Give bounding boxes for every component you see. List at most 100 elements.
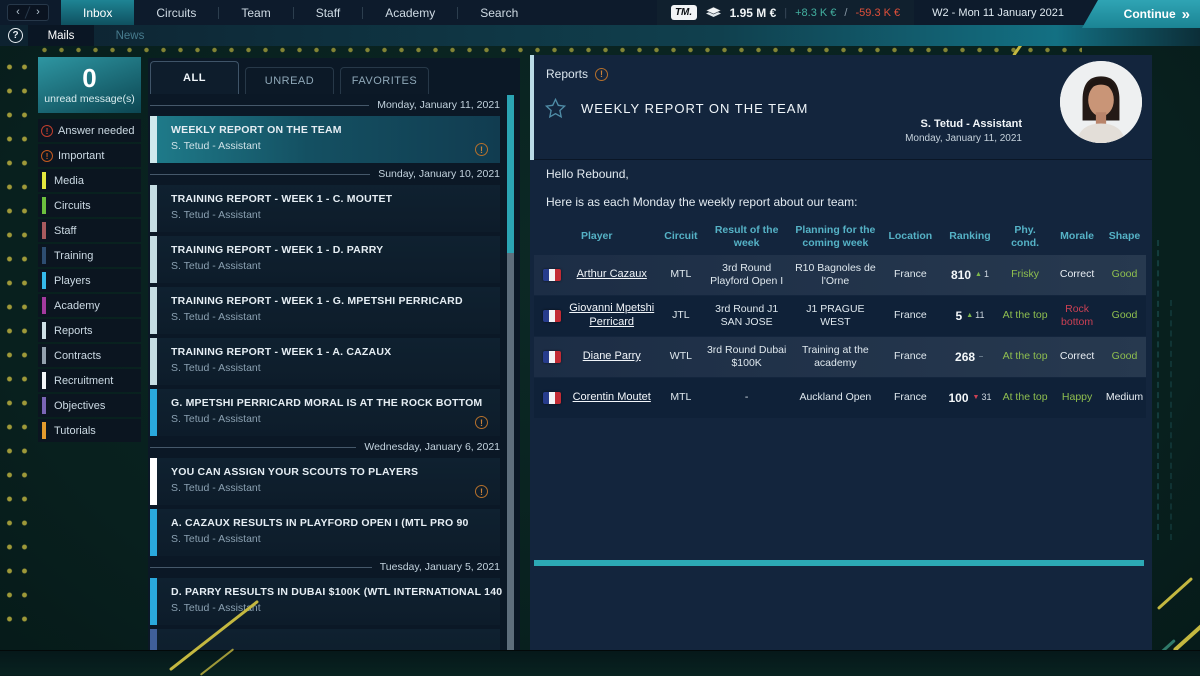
category-color-bar [42, 372, 46, 389]
report-author-block: S. Tetud - Assistant Monday, January 11,… [905, 118, 1022, 144]
report-date: Monday, January 11, 2021 [905, 133, 1022, 144]
sidebar-item-reports[interactable]: Reports [38, 319, 141, 342]
category-color-bar [42, 347, 46, 364]
tab-favorites[interactable]: FAVORITES [340, 67, 429, 94]
finance-separator: | [784, 6, 788, 19]
top-bar: ‹ › Inbox Circuits Team Staff Academy Se… [0, 0, 1200, 25]
mail-filter-tabs: ALL UNREAD FAVORITES [148, 58, 520, 94]
sub-bar: ? Mails News [0, 25, 1200, 46]
ranking-cell: 268 – [941, 348, 999, 367]
ranking-trend-icon: ▼ [972, 393, 980, 401]
planning-cell: J1 PRAGUE WEST [806, 302, 865, 328]
mail-item[interactable]: TRAINING REPORT - WEEK 1 - G. MPETSHI PE… [150, 287, 500, 334]
report-divider-bar [534, 560, 1144, 566]
decor-diagonal [1172, 607, 1200, 653]
separator-line [150, 173, 371, 175]
sidebar-item-label: Players [54, 274, 91, 287]
phy-cond-cell: At the top [1002, 350, 1048, 363]
mail-item[interactable]: WEEKLY REPORT ON THE TEAM S. Tetud - Ass… [150, 116, 500, 163]
expense-value: -59.3 K € [855, 6, 901, 19]
sidebar-item-circuits[interactable]: Circuits [38, 194, 141, 217]
circuit-cell: JTL [672, 309, 690, 322]
mail-item[interactable]: TRAINING REPORT - WEEK 1 - A. CAZAUX S. … [150, 338, 500, 385]
player-link[interactable]: Giovanni Mpetshi Perricard [569, 302, 655, 328]
help-icon[interactable]: ? [8, 28, 23, 43]
forward-arrow-icon[interactable]: › [36, 6, 40, 18]
shape-cell: Medium [1105, 391, 1144, 404]
sidebar-item-label: Objectives [54, 399, 106, 412]
location-cell: France [894, 268, 927, 281]
scrollbar-track[interactable] [507, 153, 514, 650]
decor-diagonal [1156, 576, 1194, 611]
footer-band [0, 650, 1200, 675]
sidebar-item-label: Recruitment [54, 374, 114, 387]
player-link[interactable]: Arthur Cazaux [576, 268, 647, 281]
circuit-cell: MTL [670, 391, 692, 404]
back-arrow-icon[interactable]: ‹ [16, 6, 20, 18]
mail-item[interactable]: TRAINING REPORT - WEEK 1 - D. PARRY S. T… [150, 236, 500, 283]
separator-date: Tuesday, January 5, 2021 [379, 561, 500, 573]
tab-all[interactable]: ALL [150, 61, 239, 94]
panel-edge-bar [530, 55, 534, 160]
tab-mails[interactable]: Mails [28, 25, 94, 46]
col-header: Ranking [949, 230, 991, 243]
separator-line [150, 104, 370, 106]
ranking-trend-icon: ▲ [966, 311, 974, 319]
sidebar-item-contracts[interactable]: Contracts [38, 344, 141, 367]
mail-item[interactable]: G. MPETSHI PERRICARD MORAL IS AT THE ROC… [150, 389, 500, 436]
mail-item[interactable]: YOU CAN ASSIGN YOUR SCOUTS TO PLAYERS S.… [150, 458, 500, 505]
tm-logo: TM. [670, 5, 697, 20]
tab-unread[interactable]: UNREAD [245, 67, 334, 94]
sidebar-item-recruitment[interactable]: Recruitment [38, 369, 141, 392]
player-link[interactable]: Corentin Moutet [572, 391, 651, 404]
mail-item[interactable]: D. PARRY RESULTS IN DUBAI $100K (WTL INT… [150, 578, 503, 625]
circuit-cell: MTL [670, 268, 692, 281]
scrollbar-thumb[interactable] [507, 95, 514, 253]
mail-color-bar [150, 116, 157, 163]
tab-circuits[interactable]: Circuits [156, 5, 197, 20]
tab-inbox[interactable]: Inbox [61, 0, 135, 25]
category-color-bar [42, 172, 46, 189]
sidebar-item-training[interactable]: Training [38, 244, 141, 267]
tab-separator [362, 6, 364, 19]
col-header: Result of the week [714, 223, 779, 249]
report-panel: Reports ! WEEKLY REPORT ON THE TEAM S. T… [530, 55, 1152, 650]
table-header-row: Player Circuit Result of the week Planni… [534, 220, 1146, 254]
morale-cell: Correct [1059, 350, 1095, 363]
mail-item[interactable] [150, 629, 500, 650]
sidebar-item-media[interactable]: Media [38, 169, 141, 192]
sidebar-item-staff[interactable]: Staff [38, 219, 141, 242]
mail-subject: D. PARRY RESULTS IN DUBAI $100K (WTL INT… [171, 586, 503, 598]
sidebar-item-tutorials[interactable]: Tutorials [38, 419, 141, 442]
history-nav[interactable]: ‹ › [7, 4, 49, 21]
flag-france-icon [543, 392, 561, 404]
favorite-star-icon[interactable] [544, 97, 567, 120]
col-header: Location [888, 230, 933, 243]
sidebar-item-academy[interactable]: Academy [38, 294, 141, 317]
separator-line [150, 566, 372, 568]
money-icon [704, 6, 722, 17]
sidebar-item-important[interactable]: ! Important [38, 144, 141, 167]
col-header: Player [580, 230, 613, 243]
tab-team[interactable]: Team [241, 5, 271, 20]
sidebar-item-objectives[interactable]: Objectives [38, 394, 141, 417]
game-date: W2 - Mon 11 January 2021 [932, 6, 1064, 19]
ranking-value: 810 [951, 267, 972, 282]
morale-cell: Happy [1061, 391, 1093, 404]
sidebar-item-players[interactable]: Players [38, 269, 141, 292]
mail-list-panel: ALL UNREAD FAVORITES Monday, January 11,… [148, 58, 520, 650]
tab-academy[interactable]: Academy [385, 5, 436, 20]
mail-item[interactable]: TRAINING REPORT - WEEK 1 - C. MOUTET S. … [150, 185, 500, 232]
income-value: +8.3 K € [795, 6, 837, 19]
mail-item[interactable]: A. CAZAUX RESULTS IN PLAYFORD OPEN I (MT… [150, 509, 500, 556]
tab-staff[interactable]: Staff [315, 5, 341, 20]
tab-news[interactable]: News [115, 29, 145, 42]
continue-button[interactable]: Continue » [1082, 0, 1200, 28]
tab-search[interactable]: Search [480, 5, 519, 20]
player-link[interactable]: Diane Parry [582, 350, 641, 363]
mail-category-sidebar: 0 unread message(s) ! Answer needed ! Im… [38, 57, 141, 444]
tab-separator [218, 6, 220, 19]
location-cell: France [894, 391, 927, 404]
result-cell: 3rd Round J1 SAN JOSE [715, 302, 779, 328]
sidebar-item-answer-needed[interactable]: ! Answer needed [38, 119, 141, 142]
